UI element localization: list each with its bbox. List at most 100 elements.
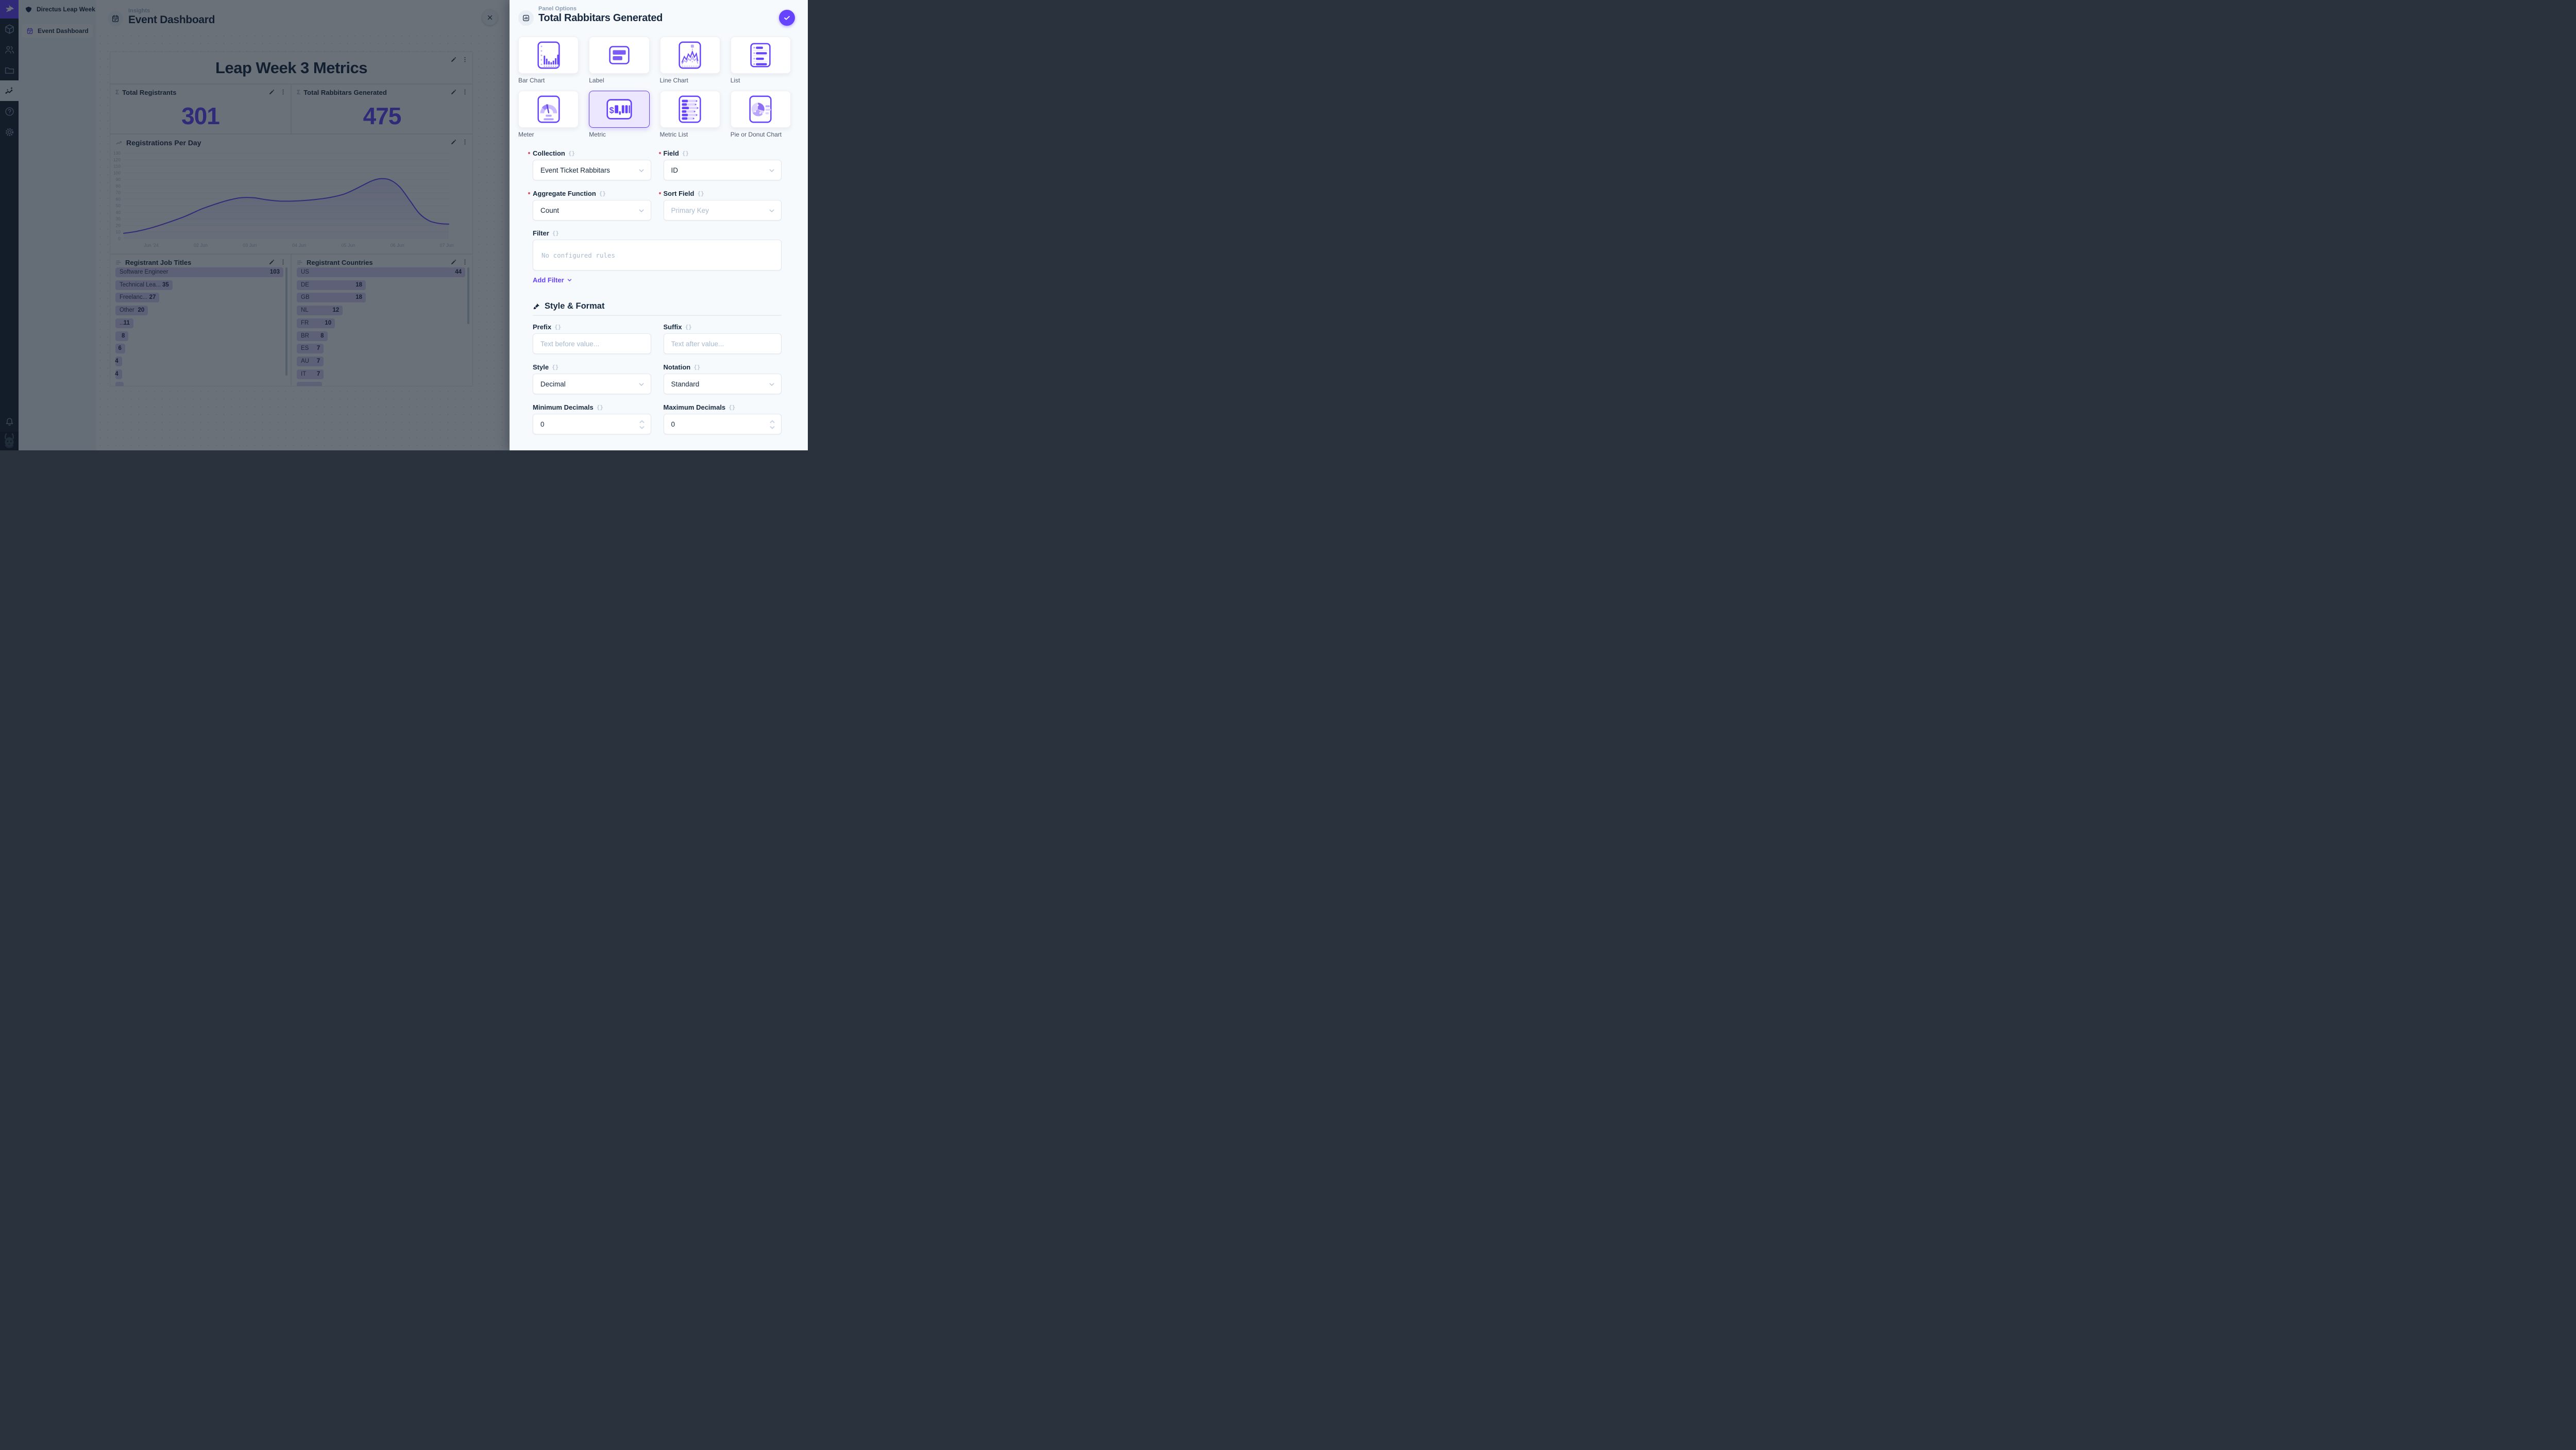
- raw-value-icon[interactable]: {}: [552, 364, 559, 370]
- edit-panel-icon[interactable]: [450, 56, 457, 63]
- edit-panel-icon[interactable]: [450, 259, 457, 265]
- user-avatar[interactable]: [0, 432, 19, 450]
- chevron-down-icon: [769, 209, 774, 212]
- raw-value-icon[interactable]: {}: [554, 324, 562, 330]
- minimum-decimals-input[interactable]: [540, 420, 643, 428]
- raw-value-icon[interactable]: {}: [693, 364, 701, 370]
- module-user-directory-button[interactable]: [0, 39, 19, 60]
- number-stepper[interactable]: [769, 418, 776, 431]
- project-switcher[interactable]: Directus Leap Week: [19, 0, 96, 19]
- bar_chart-illustration: [518, 37, 579, 74]
- bar-row: [115, 382, 124, 386]
- maximum-decimals-field: Maximum Decimals{}: [663, 403, 782, 434]
- required-dot: [658, 152, 661, 154]
- panel-type-bar-chart[interactable]: Bar Chart: [518, 37, 579, 84]
- notifications-button[interactable]: [0, 411, 19, 432]
- panel-type-line-chart[interactable]: Line Chart: [659, 37, 720, 84]
- panel-menu-icon[interactable]: [280, 89, 286, 95]
- metric-value: 301: [181, 103, 220, 129]
- collection-select[interactable]: Event Ticket Rabbitars: [533, 160, 651, 180]
- module-help-button[interactable]: [0, 101, 19, 122]
- field-select[interactable]: ID: [663, 160, 782, 180]
- module-content-button[interactable]: [0, 19, 19, 39]
- panel-type-label: Label: [589, 77, 604, 84]
- panel-menu-icon[interactable]: [462, 56, 468, 63]
- bar-row: Software Engineer 103: [115, 267, 283, 277]
- raw-value-icon[interactable]: {}: [552, 230, 560, 237]
- edit-panel-icon[interactable]: [268, 89, 275, 95]
- project-shield-icon: [25, 6, 32, 12]
- style-select[interactable]: Decimal: [533, 374, 651, 394]
- module-file-library-button[interactable]: [0, 60, 19, 80]
- metric_list-illustration: [659, 91, 720, 128]
- bar-row: 6: [115, 344, 125, 354]
- filter-rules-box[interactable]: No configured rules: [533, 240, 782, 271]
- metric-value: 475: [363, 103, 402, 129]
- suffix-input[interactable]: [671, 340, 774, 348]
- add-filter-button[interactable]: Add Filter: [533, 276, 573, 284]
- panel-registrations-per-day: Registrations Per Day 0 10 20 30 40 50 60 70 80 9…: [110, 134, 473, 254]
- close-drawer-button[interactable]: [482, 10, 498, 25]
- panel-total-registrants: Σ Total Registrants 301: [110, 84, 291, 134]
- sigma-icon: Σ: [115, 89, 120, 96]
- panel-type-list[interactable]: List: [730, 37, 791, 84]
- panel-type-metric[interactable]: $ Metric: [589, 91, 650, 138]
- label-illustration: [589, 37, 650, 74]
- prefix-input[interactable]: [540, 340, 643, 348]
- module-settings-button[interactable]: [0, 122, 19, 142]
- panel-scrollbar[interactable]: [285, 267, 287, 376]
- suffix-field: Suffix{}: [663, 323, 782, 354]
- help-icon: [5, 107, 14, 116]
- sort-field-select[interactable]: Primary Key: [663, 200, 782, 221]
- save-panel-button[interactable]: [779, 10, 795, 26]
- panel-type-metric-list[interactable]: Metric List: [659, 91, 720, 138]
- raw-value-icon[interactable]: {}: [568, 150, 575, 157]
- edit-panel-icon[interactable]: [450, 89, 457, 95]
- panel-scrollbar[interactable]: [467, 267, 469, 324]
- breadcrumb[interactable]: Insights: [128, 8, 150, 14]
- drawer-kicker: Panel Options: [538, 6, 577, 12]
- bar-row: FR 10: [297, 318, 335, 328]
- sidebar-item-event-dashboard[interactable]: Event Dashboard: [22, 24, 93, 38]
- collection-field: Collection{} Event Ticket Rabbitars: [528, 149, 651, 180]
- project-name: Directus Leap Week: [37, 6, 95, 13]
- module-insights-button[interactable]: [0, 80, 19, 101]
- sort-field-field: Sort Field{} Primary Key: [658, 190, 782, 221]
- line_chart-illustration: [659, 37, 720, 74]
- svg-text:02 Jun: 02 Jun: [194, 243, 208, 248]
- raw-value-icon[interactable]: {}: [728, 404, 736, 411]
- chevron-down-icon: [769, 169, 774, 172]
- users-icon: [5, 45, 14, 54]
- raw-value-icon[interactable]: {}: [682, 150, 689, 157]
- suffix-input-wrap: [663, 333, 782, 354]
- raw-value-icon[interactable]: {}: [596, 404, 604, 411]
- edit-panel-icon[interactable]: [268, 259, 275, 265]
- panel-type-pie-or-donut-chart[interactable]: Pie or Donut Chart: [730, 91, 791, 138]
- svg-text:06 Jun: 06 Jun: [391, 243, 404, 248]
- panel-menu-icon[interactable]: [462, 259, 468, 265]
- panel-registrant-countries: Registrant Countries US 44 DE 18 GB 18 NL 12 FR 1…: [291, 254, 473, 386]
- number-stepper[interactable]: [638, 418, 646, 431]
- prefix-field: Prefix{}: [533, 323, 651, 354]
- panel-menu-icon[interactable]: [462, 89, 468, 95]
- prefix-input-wrap: [533, 333, 651, 354]
- list-illustration: [730, 37, 791, 74]
- chevron-down-icon: [769, 383, 774, 386]
- raw-value-icon[interactable]: {}: [599, 190, 606, 197]
- raw-value-icon[interactable]: {}: [697, 190, 704, 197]
- dashboard-icon-button[interactable]: [108, 11, 123, 26]
- aggregate-function-select[interactable]: Count: [533, 200, 651, 221]
- bar-row: Technical Lea... 35: [115, 280, 173, 290]
- panel-type-label[interactable]: Label: [589, 37, 650, 84]
- directus-logo[interactable]: [0, 0, 19, 19]
- panel-options-drawer: Panel Options Total Rabbitars Generated …: [510, 0, 808, 450]
- close-icon: [487, 15, 493, 20]
- svg-text:130: 130: [113, 150, 121, 156]
- raw-value-icon[interactable]: {}: [685, 324, 692, 330]
- panel-type-meter[interactable]: Meter: [518, 91, 579, 138]
- chevron-down-icon: [639, 383, 643, 386]
- panel-menu-icon[interactable]: [280, 259, 286, 265]
- maximum-decimals-input[interactable]: [671, 420, 774, 428]
- notation-select[interactable]: Standard: [663, 374, 782, 394]
- label-panel-text: Leap Week 3 Metrics: [215, 58, 367, 77]
